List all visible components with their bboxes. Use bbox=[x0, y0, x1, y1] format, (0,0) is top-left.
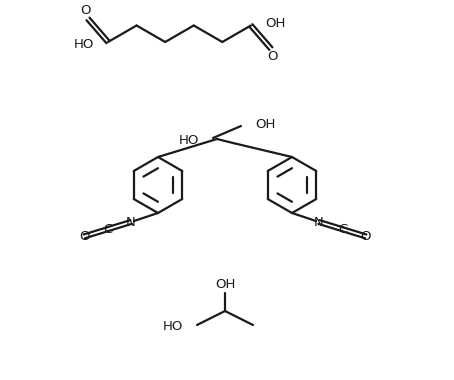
Text: HO: HO bbox=[74, 38, 94, 51]
Text: OH: OH bbox=[255, 117, 276, 130]
Text: O: O bbox=[81, 5, 91, 17]
Text: C: C bbox=[103, 223, 112, 236]
Text: HO: HO bbox=[163, 320, 183, 334]
Text: N: N bbox=[314, 215, 324, 228]
Text: N: N bbox=[126, 215, 136, 228]
Text: OH: OH bbox=[265, 17, 285, 30]
Text: O: O bbox=[360, 230, 371, 243]
Text: O: O bbox=[79, 230, 89, 243]
Text: OH: OH bbox=[215, 279, 235, 291]
Text: HO: HO bbox=[178, 133, 199, 147]
Text: O: O bbox=[268, 50, 278, 63]
Text: C: C bbox=[338, 223, 347, 236]
